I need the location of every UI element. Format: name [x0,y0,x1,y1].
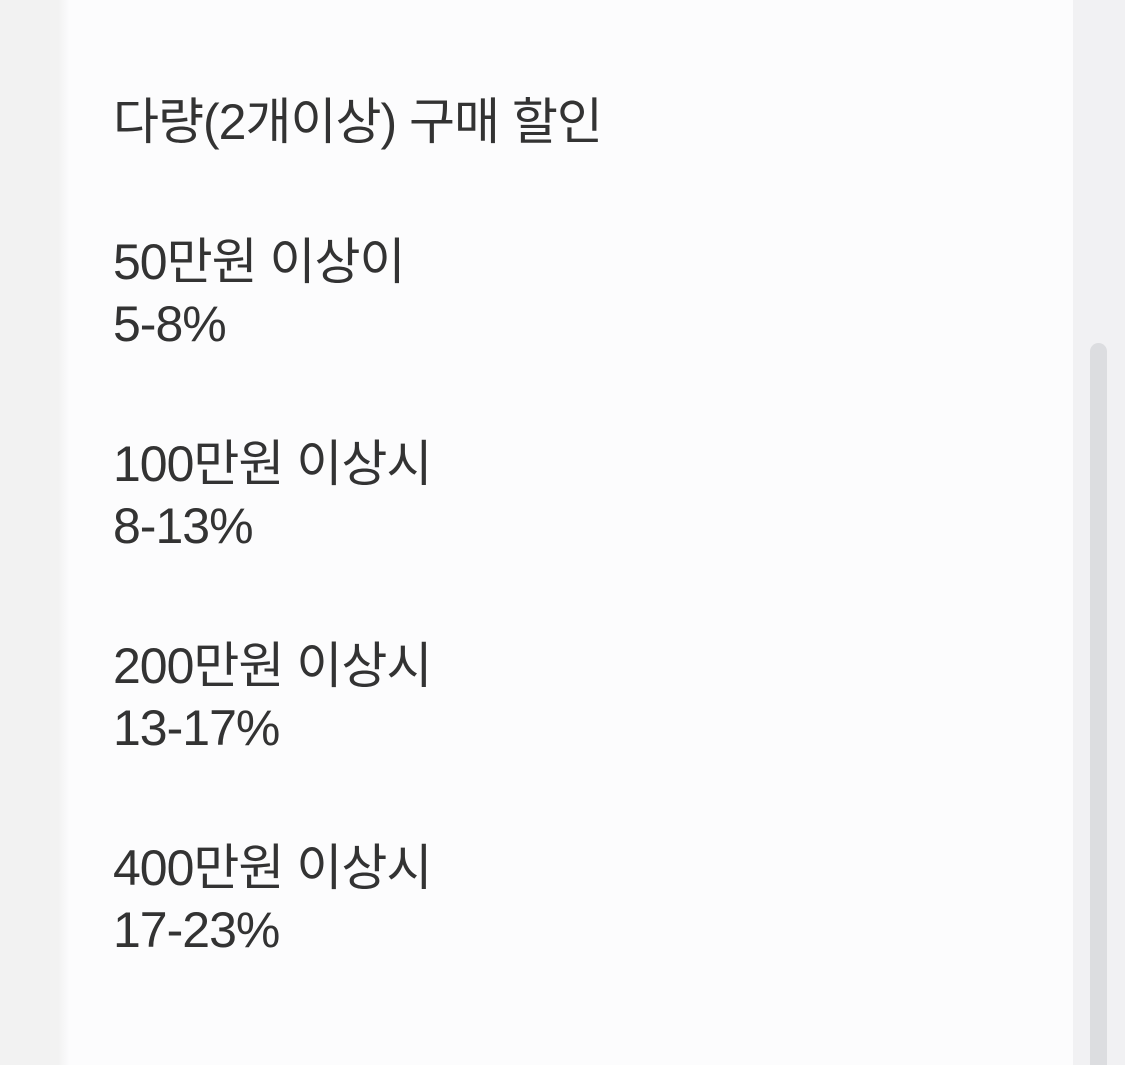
scrollbar-track[interactable] [1073,0,1125,1065]
tier-threshold: 200만원 이상시 [113,638,432,694]
tier-rate: 13-17% [113,700,280,756]
tier-threshold: 50만원 이상이 [113,234,406,290]
description-text: 다량(2개이상) 구매 할인 50만원 이상이 5-8% 100만원 이상시 8… [113,91,1013,1039]
tier-threshold: 400만원 이상시 [113,840,432,896]
scrollbar-thumb[interactable] [1090,343,1107,1065]
tier-threshold: 100만원 이상시 [113,436,432,492]
page-title: 다량(2개이상) 구매 할인 [113,94,603,150]
discount-tier: 50만원 이상이 5-8% [113,231,1013,355]
tier-rate: 5-8% [113,296,227,352]
discount-tier: 400만원 이상시 17-23% [113,837,1013,961]
tier-rate: 17-23% [113,902,280,958]
tier-rate: 8-13% [113,498,254,554]
left-gutter [0,0,72,1065]
discount-tier: 200만원 이상시 13-17% [113,635,1013,759]
discount-tier: 100만원 이상시 8-13% [113,433,1013,557]
